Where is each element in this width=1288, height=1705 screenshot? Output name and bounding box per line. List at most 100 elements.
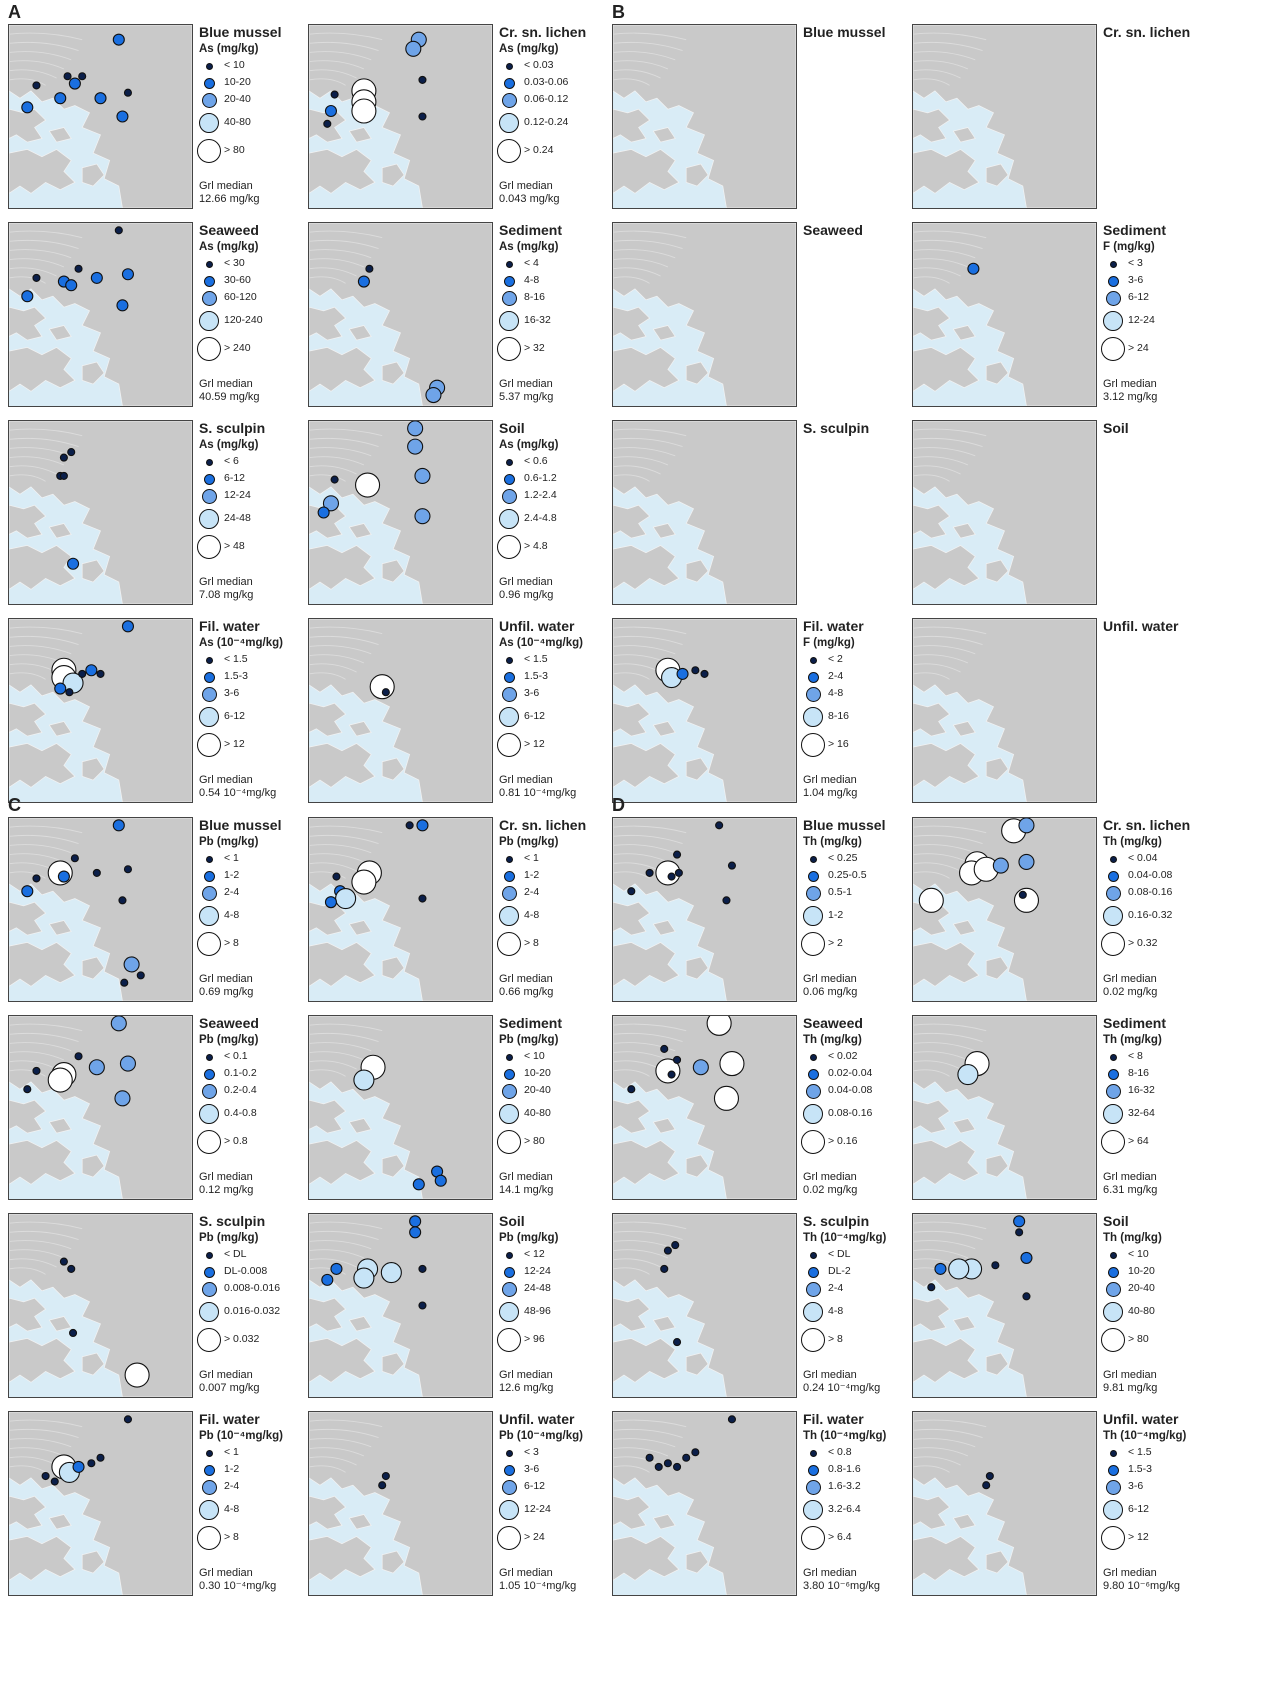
legend-label: 0.4-0.8 [224, 1107, 257, 1119]
panel-unit: Pb (mg/kg) [499, 836, 559, 848]
sample-point [324, 104, 338, 118]
land-area [48, 920, 72, 936]
map [308, 1015, 493, 1200]
legend-symbol [203, 1068, 215, 1080]
land-area [9, 347, 76, 392]
panel-blue-mussel: Blue mussel Pb (mg/kg) < 1 1-2 2-4 4-8 > 8 Grl … [8, 817, 296, 1007]
panel-cr-sn-lichen: Cr. sn. lichen Pb (mg/kg) < 1 1-2 2-4 4-8 > 8 G… [308, 817, 596, 1007]
legend-symbol [807, 1068, 819, 1080]
legend-label: 1.2-2.4 [524, 489, 557, 501]
ice-contour [9, 1249, 65, 1259]
legend: Cr. sn. lichen Th (mg/kg) < 0.04 0.04-0.08 0… [1101, 817, 1211, 956]
panel-title: Soil [1103, 420, 1129, 436]
sample-point [425, 386, 442, 404]
map [308, 24, 493, 209]
legend-label: 24-48 [524, 1282, 551, 1294]
panel-title: Sediment [1103, 222, 1167, 238]
legend-label: < 10 [1128, 1248, 1149, 1260]
ice-contour [309, 1447, 365, 1457]
land-area [913, 25, 1096, 208]
sample-point [1018, 890, 1027, 899]
sample-point [365, 264, 374, 273]
legend-label: > 12 [224, 738, 245, 750]
base-map [913, 1412, 1096, 1595]
sample-point [1015, 1228, 1024, 1237]
legend-label: < DL [224, 1248, 247, 1260]
sample-point [88, 1059, 105, 1076]
base-map [613, 1412, 796, 1595]
legend-symbol [801, 733, 825, 757]
map [612, 817, 797, 1002]
median-note: Grl median 7.08 mg/kg [199, 576, 253, 602]
sample-point [353, 1069, 375, 1091]
legend-label: 40-80 [1128, 1305, 1155, 1317]
legend-label: 0.02-0.04 [828, 1067, 873, 1079]
panel-title: Fil. water [199, 618, 260, 634]
land-area [309, 1099, 347, 1134]
panel-cr-sn-lichen: Cr. sn. lichen As (mg/kg) < 0.03 0.03-0.06 0… [308, 24, 596, 214]
map [308, 817, 493, 1002]
panel-unit: As (mg/kg) [499, 241, 559, 253]
land-area [613, 942, 680, 987]
sample-point [1013, 887, 1040, 913]
land-area [952, 523, 976, 539]
sample-point [671, 1241, 680, 1250]
median-label: Grl median [499, 1171, 553, 1183]
panel-unit: Pb (10⁻⁴mg/kg) [199, 1430, 283, 1442]
land-area [913, 1495, 951, 1530]
sample-point [409, 1215, 422, 1228]
panel-unit: Th (10⁻⁴mg/kg) [803, 1232, 887, 1244]
legend-label: 0.12-0.24 [524, 116, 569, 128]
legend-symbol [801, 932, 825, 956]
legend-symbol [805, 1479, 821, 1495]
legend: Fil. water As (10⁻⁴mg/kg) < 1.5 1.5-3 3-6 6-1… [197, 618, 307, 757]
ice-contour [9, 1069, 46, 1077]
ice-contour [309, 645, 372, 655]
legend-label: < 3 [524, 1446, 539, 1458]
ice-contour [913, 1042, 976, 1052]
ice-contour [613, 41, 683, 52]
legend: Cr. sn. lichen As (mg/kg) < 0.03 0.03-0.06 0… [497, 24, 607, 163]
ice-contour [309, 230, 383, 239]
land-area [652, 127, 676, 143]
ice-contour [309, 456, 365, 466]
map [8, 222, 193, 407]
legend: S. sculpin As (mg/kg) < 6 6-12 12-24 24-48 > 4… [197, 420, 307, 559]
sample-point [123, 865, 132, 874]
ice-contour [613, 51, 676, 61]
base-map [913, 818, 1096, 1001]
legend-symbol [197, 139, 221, 163]
legend-label: 12-24 [1128, 314, 1155, 326]
legend-label: < 0.02 [828, 1050, 858, 1062]
ice-contour [309, 1221, 383, 1230]
land-area [9, 942, 76, 987]
ice-contour [9, 626, 83, 635]
panel-unit: Th (mg/kg) [1103, 1034, 1162, 1046]
legend: Unfil. water [1103, 618, 1211, 634]
land-area [613, 1495, 651, 1530]
legend-label: 0.8-1.6 [828, 1463, 861, 1475]
legend-label: 6-12 [1128, 1503, 1150, 1515]
legend-label: > 8 [828, 1333, 843, 1345]
legend-label: 0.08-0.16 [1128, 886, 1173, 898]
land-area [81, 956, 105, 980]
section-label: A [8, 2, 21, 22]
ice-contour [613, 1032, 683, 1043]
land-area [952, 1118, 976, 1134]
sample-point [67, 1264, 76, 1273]
legend-symbol [199, 113, 219, 133]
ice-contour [309, 1023, 383, 1032]
legend-label: > 96 [524, 1333, 545, 1345]
legend-symbol [201, 1083, 217, 1099]
median-note: Grl median 1.04 mg/kg [803, 774, 857, 800]
legend-symbol [199, 1104, 219, 1124]
median-value: 5.37 mg/kg [499, 391, 554, 403]
legend-symbol [201, 885, 217, 901]
median-label: Grl median [803, 1369, 857, 1381]
sample-point [92, 868, 101, 877]
legend-symbol [501, 1281, 517, 1297]
land-area [81, 1154, 105, 1178]
sample-point [414, 508, 431, 525]
sample-point [351, 98, 377, 124]
land-area [652, 1316, 676, 1332]
